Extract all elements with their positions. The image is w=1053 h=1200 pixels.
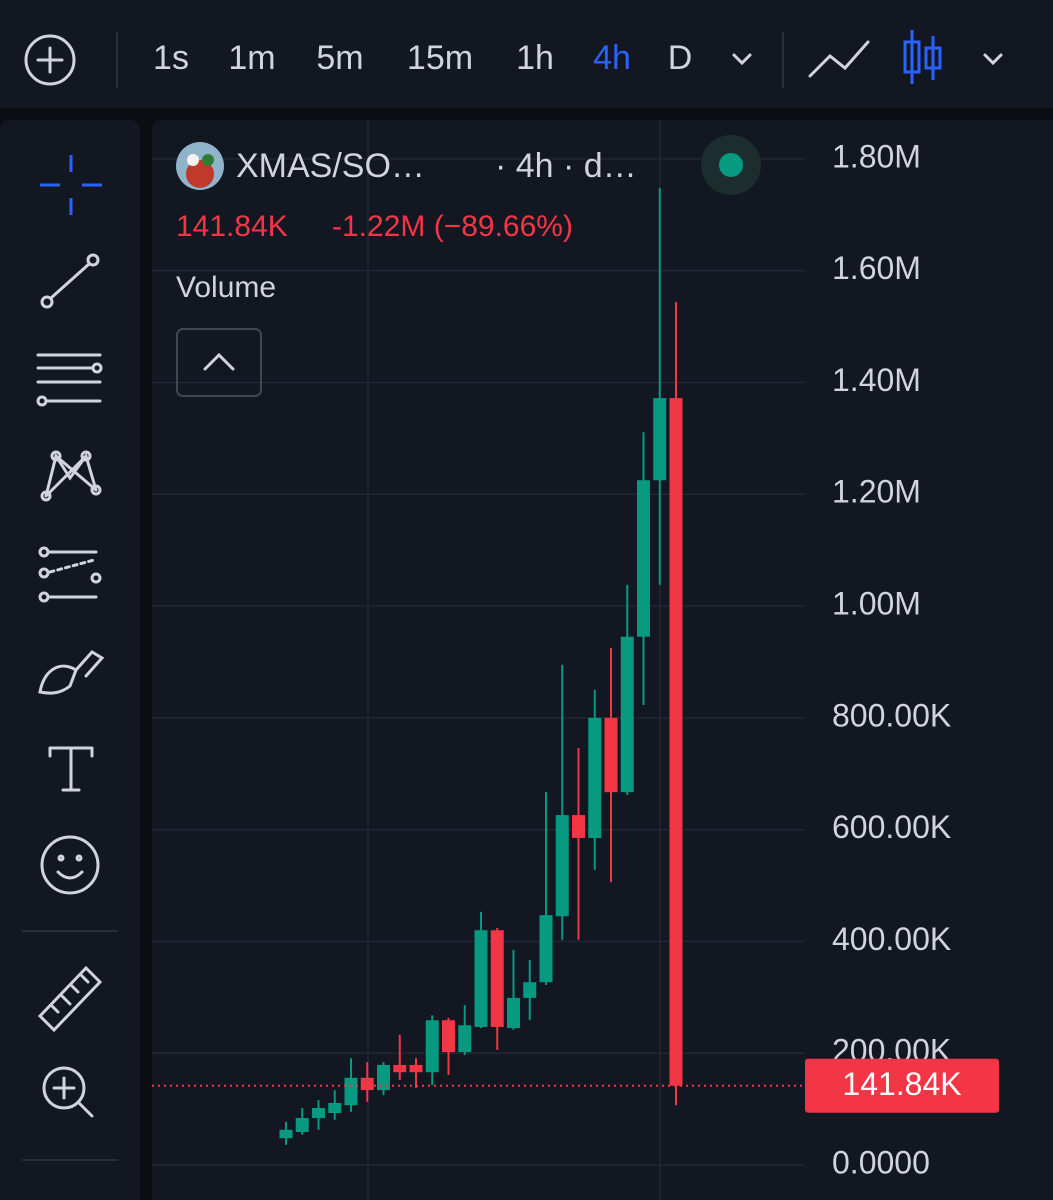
indicator-name: Volume <box>176 271 276 304</box>
chart-panel <box>152 120 1053 1200</box>
symbol-title: XMAS/SO… <box>236 147 425 185</box>
interval-button[interactable]: 1m <box>228 39 275 77</box>
candle-body <box>523 982 537 998</box>
interval-button[interactable]: 5m <box>316 39 363 77</box>
candle-body <box>312 1107 325 1119</box>
y-tick-label: 400.00K <box>832 921 951 957</box>
interval-button[interactable]: 4h <box>593 39 631 77</box>
interval-dropdown[interactable] <box>732 53 752 66</box>
candle-body <box>620 636 634 793</box>
candle-body <box>344 1077 358 1106</box>
y-tick-label: 1.40M <box>832 362 921 398</box>
add-button[interactable] <box>24 34 76 86</box>
fib-tool[interactable] <box>36 353 103 407</box>
text-tool[interactable] <box>48 746 94 792</box>
y-tick-label: 1.80M <box>832 138 921 174</box>
toolbar <box>0 0 1053 108</box>
candle-body <box>442 1020 455 1053</box>
symbol-subtitle: · 4h · d… <box>495 147 637 185</box>
last-price-tag <box>805 1058 999 1113</box>
candle-body <box>393 1064 407 1073</box>
y-tick-label: 600.00K <box>832 809 951 845</box>
candle-body <box>425 1020 439 1073</box>
candle-body <box>360 1077 374 1091</box>
interval-button[interactable]: 1h <box>516 39 554 77</box>
y-tick-label: 0.0000 <box>832 1144 930 1180</box>
y-tick-label: 1.20M <box>832 474 921 510</box>
candle-body <box>295 1118 309 1133</box>
candle-body <box>555 815 569 917</box>
candle-body <box>669 398 683 1086</box>
symbol-logo <box>176 142 224 190</box>
candle-body <box>458 1025 472 1053</box>
plot-area: 0.0000200.00K400.00K600.00K800.00K1.00M1… <box>152 138 999 1180</box>
candle-body <box>279 1129 293 1139</box>
candle-body <box>377 1064 390 1091</box>
y-tick-label: 1.00M <box>832 585 921 621</box>
candle-body <box>474 930 488 1027</box>
candle-body <box>328 1102 342 1114</box>
zoom-tool[interactable] <box>42 1066 94 1118</box>
candle-body <box>637 480 650 637</box>
style-dropdown[interactable] <box>983 53 1003 66</box>
collapse-icon <box>203 352 235 371</box>
interval-button[interactable]: D <box>668 39 693 77</box>
candle-body <box>588 717 602 839</box>
candle-body <box>572 815 585 839</box>
last-price-label: 141.84K <box>842 1066 961 1102</box>
candle-body <box>490 930 504 1027</box>
y-tick-label: 800.00K <box>832 697 951 733</box>
candle-style-button[interactable] <box>903 30 942 84</box>
brush-tool[interactable] <box>38 650 105 695</box>
price-change: -1.22M (−89.66%) <box>332 210 573 243</box>
trendline-tool[interactable] <box>40 253 100 309</box>
candle-body <box>507 997 520 1029</box>
interval-button[interactable]: 1s <box>153 39 189 77</box>
candle-body <box>604 717 618 793</box>
candle-body <box>409 1064 423 1073</box>
prediction-tool[interactable] <box>38 546 102 603</box>
last-price: 141.84K <box>176 210 288 243</box>
interval-button[interactable]: 15m <box>407 39 473 77</box>
y-tick-label: 1.60M <box>832 250 921 286</box>
crosshair-tool[interactable] <box>40 155 102 215</box>
interval-group: 1s 1m 5m 15m 1h 4h D <box>153 39 692 77</box>
line-style-button[interactable] <box>808 40 870 78</box>
ruler-tool[interactable] <box>37 965 103 1033</box>
emoji-tool[interactable] <box>40 835 100 895</box>
collapse-button[interactable] <box>176 328 262 397</box>
status-dot <box>719 153 743 177</box>
candle-body <box>539 915 553 983</box>
pattern-tool[interactable] <box>40 450 102 502</box>
candle-body <box>653 398 667 481</box>
